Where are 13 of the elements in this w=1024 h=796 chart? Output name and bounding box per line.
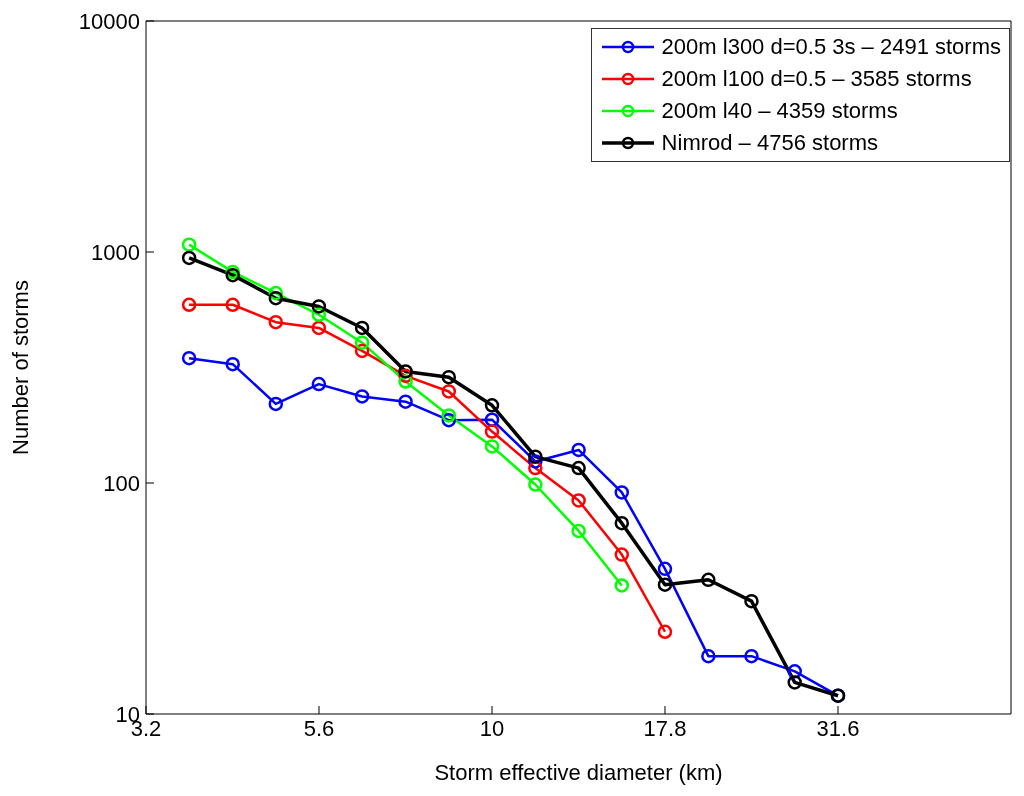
legend-label: 200m l300 d=0.5 3s – 2491 storms	[661, 33, 1001, 61]
x-tick-label: 31.6	[816, 715, 860, 741]
y-tick-label: 10000	[78, 8, 140, 34]
x-tick-label: 17.8	[643, 715, 687, 741]
x-tick-label: 10	[479, 715, 505, 741]
y-tick-label: 100	[103, 470, 140, 496]
y-tick-label: 1000	[91, 239, 140, 265]
legend-label: 200m l100 d=0.5 – 3585 storms	[661, 65, 972, 93]
legend-label: 200m l40 – 4359 storms	[661, 97, 898, 125]
x-axis-title: Storm effective diameter (km)	[434, 760, 723, 785]
y-axis-title: Number of storms	[7, 280, 33, 455]
legend-label: Nimrod – 4756 storms	[661, 129, 879, 157]
x-tick-label: 5.6	[303, 715, 335, 741]
